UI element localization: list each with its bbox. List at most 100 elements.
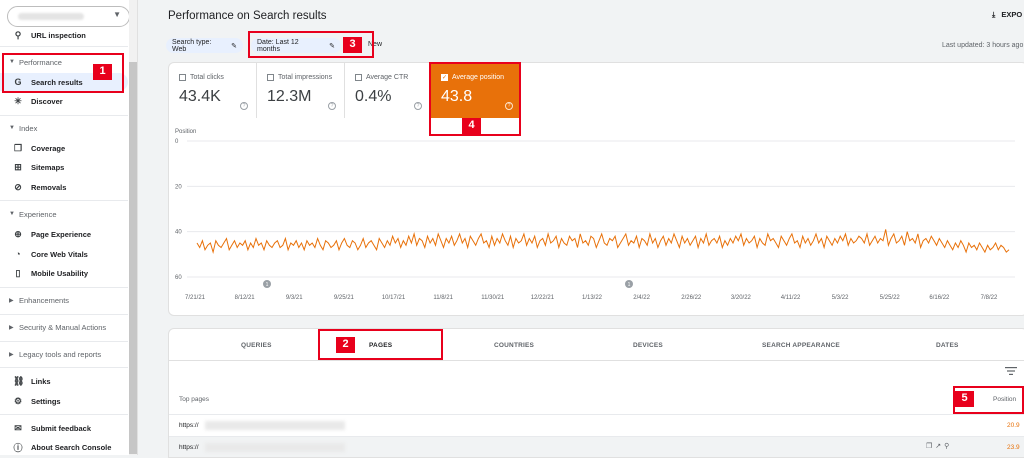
metric-value: 0.4% [355, 88, 392, 105]
x-tick-label: 2/26/22 [681, 295, 702, 301]
help-icon[interactable]: ? [328, 102, 336, 110]
export-button[interactable]: ⤓ EXPO [992, 10, 1023, 19]
sidebar-item-discover[interactable]: ✳ Discover [14, 95, 63, 106]
sidebar-scrollbar-thumb[interactable] [129, 62, 137, 454]
metric-value: 43.4K [179, 88, 221, 105]
info-icon: ⓘ [13, 442, 23, 453]
feedback-icon: ✉ [14, 422, 22, 433]
tab-devices[interactable]: DEVICES [633, 342, 663, 349]
gauge-icon: ◔ [15, 249, 21, 259]
dimension-table-card: QUERIES PAGES COUNTRIES DEVICES SEARCH A… [168, 328, 1024, 458]
divider [0, 314, 128, 315]
sidebar-section-index[interactable]: ▼ Index [9, 123, 38, 133]
checkbox-checked[interactable]: ✓ [441, 74, 448, 81]
chevron-down-icon: ▼ [113, 10, 121, 19]
sidebar-item-sitemaps[interactable]: ⊞ Sitemaps [14, 161, 65, 172]
tab-pages[interactable]: PAGES [369, 342, 393, 349]
property-selector[interactable]: ▼ [7, 6, 130, 27]
divider [0, 46, 128, 47]
url-redacted [205, 443, 345, 452]
sitemap-icon: ⊞ [14, 161, 22, 172]
column-header-position[interactable]: Position [993, 396, 1017, 403]
copy-icon[interactable]: ❐ [926, 443, 936, 450]
caret-right-icon: ▶ [9, 351, 14, 358]
annotation-badge-2: 2 [336, 337, 355, 353]
pencil-icon: ✎ [231, 42, 237, 50]
tab-dates[interactable]: DATES [936, 342, 959, 349]
sidebar-item-page-experience[interactable]: ⊕ Page Experience [14, 228, 92, 239]
column-header-top-pages[interactable]: Top pages [179, 396, 209, 403]
x-tick-label: 12/22/21 [531, 295, 555, 301]
asterisk-icon: ✳ [14, 95, 22, 106]
x-tick-label: 4/11/22 [781, 295, 801, 301]
sidebar-item-links[interactable]: ⛓ Links [13, 375, 51, 386]
sidebar-item-settings[interactable]: ⚙ Settings [13, 395, 61, 406]
url-redacted [205, 421, 345, 430]
x-tick-label: 11/8/21 [433, 295, 453, 301]
performance-card: Total clicks 43.4K ? Total impressions 1… [168, 62, 1024, 316]
table-row[interactable]: https:// ❐↗⚲ 23.9 [169, 436, 1024, 457]
google-g-icon: G [14, 77, 22, 87]
sidebar-section-experience[interactable]: ▼ Experience [9, 209, 57, 219]
metric-average-ctr[interactable]: Average CTR 0.4% ? [345, 63, 431, 118]
download-icon: ⤓ [992, 10, 996, 19]
position-line-chart[interactable]: Position 0 20 40 60 7/21/21 8/12/21 9/3/21 9/2… [169, 125, 1024, 315]
sidebar-section-security[interactable]: ▶ Security & Manual Actions [9, 322, 107, 332]
checkbox[interactable] [355, 74, 362, 81]
x-tick-label: 6/16/22 [929, 295, 950, 301]
metric-total-impressions[interactable]: Total impressions 12.3M ? [257, 63, 345, 118]
sidebar-item-about[interactable]: ⓘ About Search Console [13, 442, 112, 453]
help-icon[interactable]: ? [505, 102, 513, 110]
x-tick-label: 5/25/22 [880, 295, 901, 301]
open-external-icon[interactable]: ↗ [935, 443, 945, 450]
checkbox[interactable] [267, 74, 274, 81]
new-filter-button[interactable]: New [368, 41, 383, 48]
metric-value: 12.3M [267, 88, 312, 105]
sidebar-section-performance[interactable]: ▼ Performance [9, 57, 62, 67]
checkbox[interactable] [179, 74, 186, 81]
caret-down-icon: ▼ [9, 59, 15, 65]
annotation-box-5 [953, 386, 1024, 414]
x-tick-label: 3/20/22 [731, 295, 752, 301]
divider [0, 341, 128, 342]
x-tick-label: 10/17/21 [382, 295, 406, 301]
main-content: Performance on Search results ⤓ EXPO Sear… [138, 0, 1024, 458]
x-tick-label: 9/25/21 [334, 295, 355, 301]
tab-search-appearance[interactable]: SEARCH APPEARANCE [762, 342, 840, 349]
sidebar-section-enhancements[interactable]: ▶ Enhancements [9, 295, 70, 305]
eye-off-icon: ⊘ [14, 181, 22, 192]
help-icon[interactable]: ? [240, 102, 248, 110]
annotation-badge-3: 3 [343, 37, 362, 53]
metric-total-clicks[interactable]: Total clicks 43.4K ? [169, 63, 257, 118]
x-tick-label: 1/13/22 [582, 295, 603, 301]
y-tick-label: 40 [175, 230, 182, 236]
annotation-marker [625, 280, 633, 288]
caret-right-icon: ▶ [9, 324, 14, 331]
search-type-filter-chip[interactable]: Search type: Web ✎ [166, 38, 243, 53]
sidebar-item-submit-feedback[interactable]: ✉ Submit feedback [14, 422, 92, 433]
phone-icon: ▯ [15, 267, 21, 278]
sidebar-item-removals[interactable]: ⊘ Removals [14, 181, 67, 192]
y-tick-label: 20 [175, 184, 182, 190]
date-filter-chip[interactable]: Date: Last 12 months ✎ [251, 38, 341, 53]
help-icon[interactable]: ? [414, 102, 422, 110]
search-icon: ⚲ [14, 29, 22, 40]
annotation-box-4 [429, 62, 521, 136]
sidebar-item-mobile-usability[interactable]: ▯ Mobile Usability [0, 264, 128, 282]
y-axis-label: Position [175, 129, 196, 135]
property-name-redacted [18, 13, 84, 20]
sidebar-section-legacy[interactable]: ▶ Legacy tools and reports [9, 349, 102, 359]
series-line-average-position [196, 229, 1010, 255]
sidebar-item-coverage[interactable]: ❐ Coverage [13, 142, 66, 153]
sidebar-item-core-web-vitals[interactable]: ◔ Core Web Vitals [0, 245, 128, 263]
table-row[interactable]: https:// 20.9 [169, 414, 1024, 435]
circle-plus-icon: ⊕ [14, 228, 22, 239]
tab-queries[interactable]: QUERIES [241, 342, 272, 349]
tab-countries[interactable]: COUNTRIES [494, 342, 535, 349]
gridlines [187, 140, 1015, 278]
inspect-search-icon[interactable]: ⚲ [944, 443, 953, 450]
metric-average-position[interactable]: ✓ Average position 43.8 ? [431, 63, 521, 118]
sidebar-item-url-inspection[interactable]: ⚲ URL inspection [14, 29, 86, 40]
filter-icon[interactable] [1005, 366, 1017, 376]
